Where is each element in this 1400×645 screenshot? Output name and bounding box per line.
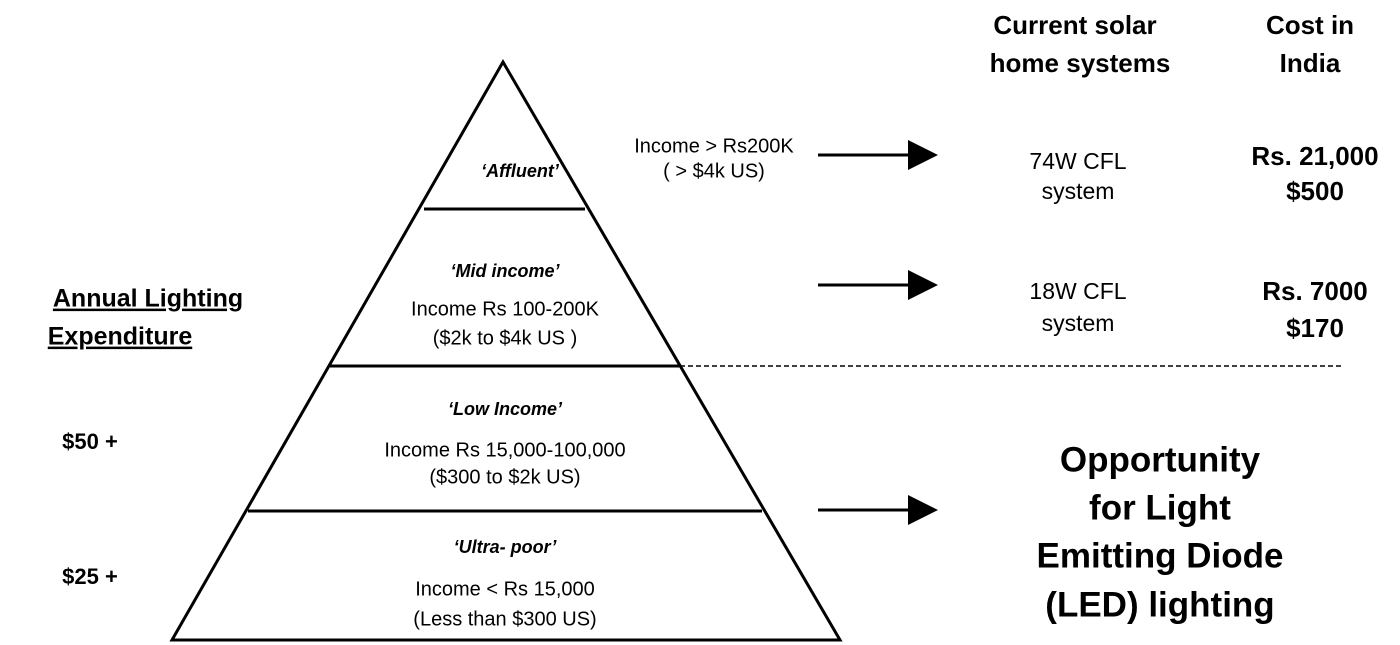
cost: Rs. 7000 [1262,276,1368,306]
expenditure-title: Annual Lighting [53,285,243,313]
header: India [1280,48,1341,78]
income: Income < Rs 15,000 [415,578,595,600]
level-name: ‘Affluent’ [481,161,560,181]
expenditure-title: Expenditure [48,323,193,351]
income: (Less than $300 US) [413,608,596,630]
opportunity: Emitting Diode [1037,536,1284,575]
header: Cost in [1266,10,1354,40]
system: 74W CFL [1029,148,1126,174]
system: system [1042,178,1115,204]
cost: $170 [1286,313,1344,343]
opportunity: (LED) lighting [1045,585,1274,624]
cost: Rs. 21,000 [1251,141,1378,171]
income: Income Rs 15,000-100,000 [384,439,625,461]
header: home systems [990,48,1171,78]
pyramid [169,59,843,642]
expenditure-value: $50 + [62,429,118,454]
income: Income > Rs200K [634,135,794,157]
income: ($300 to $2k US) [429,466,580,488]
level-name: ‘Ultra- poor’ [454,537,558,557]
income: ( > $4k US) [663,160,765,182]
opportunity: for Light [1089,488,1231,527]
system: 18W CFL [1029,278,1126,304]
expenditure-value: $25 + [62,564,118,589]
income: Income Rs 100-200K [411,298,600,320]
cost: $500 [1286,176,1344,206]
level-name: ‘Mid income’ [450,261,560,281]
header: Current solar [993,10,1156,40]
level-name: ‘Low Income’ [448,399,563,419]
income: ($2k to $4k US ) [433,327,578,349]
opportunity: Opportunity [1060,440,1261,479]
system: system [1042,310,1115,336]
